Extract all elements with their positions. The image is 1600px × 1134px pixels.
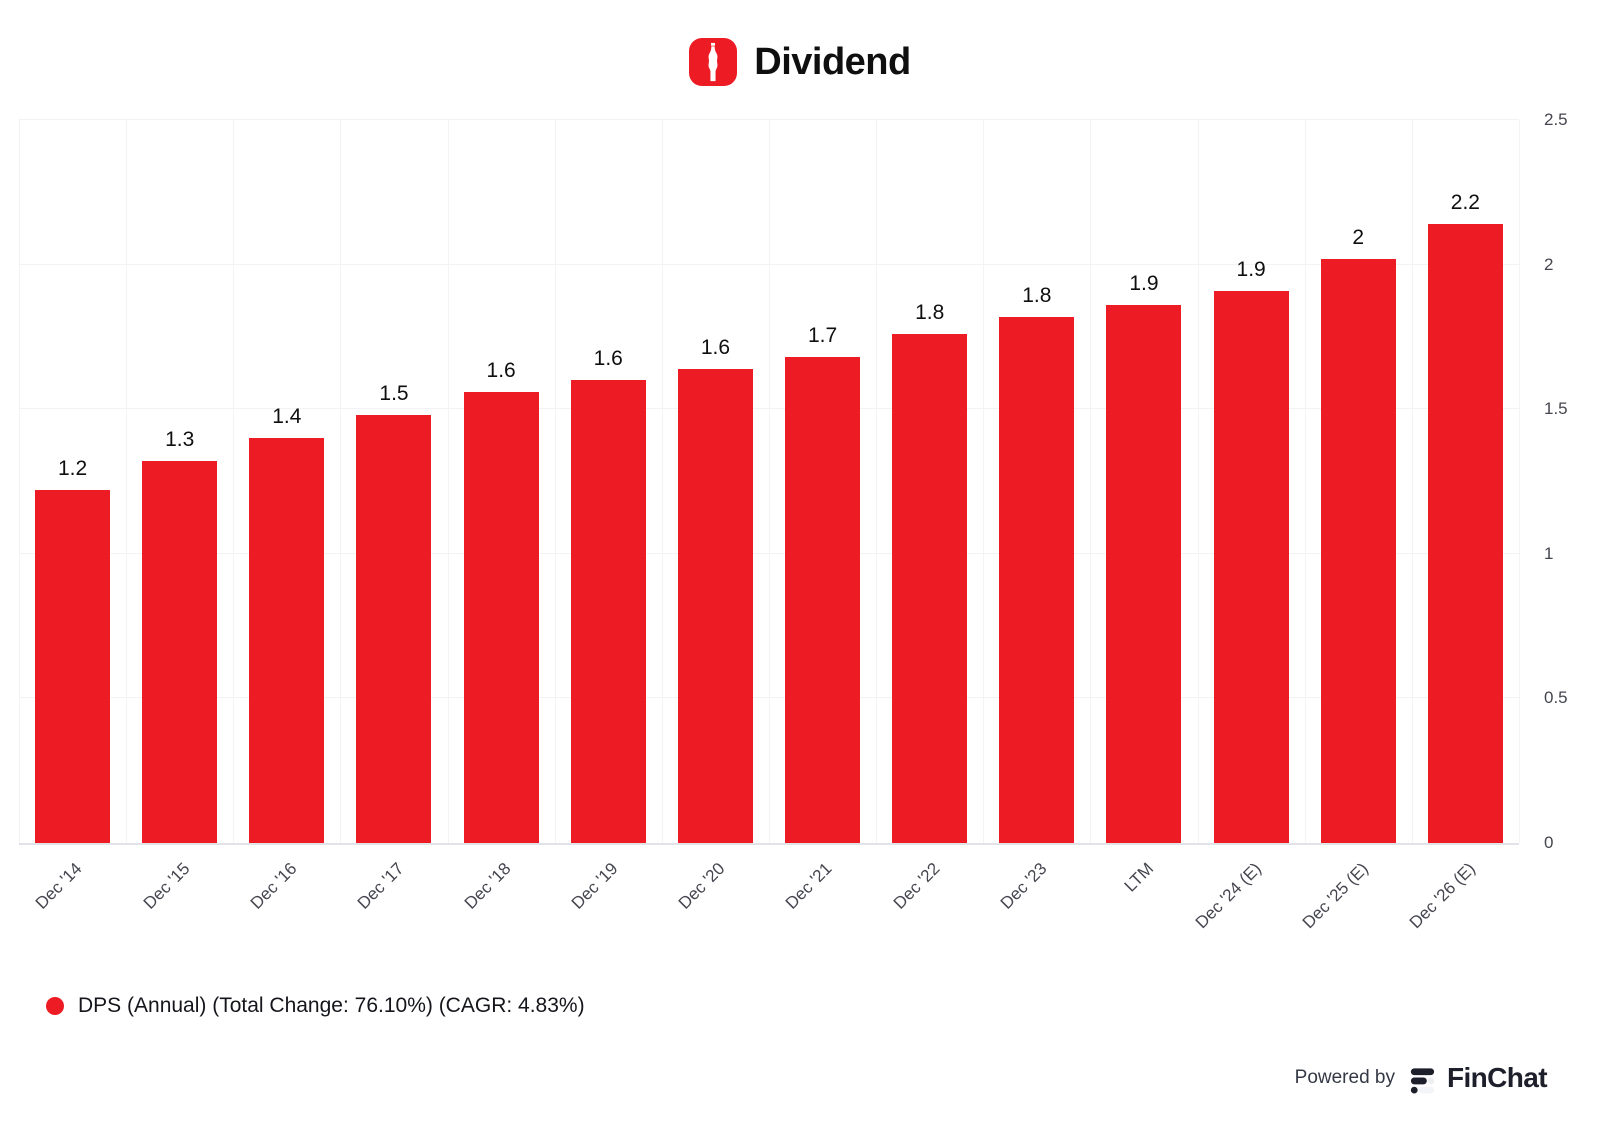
- gridline-x-10: [1090, 120, 1092, 843]
- bar-cell: 1.9 LTM: [1090, 120, 1197, 896]
- bar-cell: 1.7 Dec '21: [769, 120, 876, 913]
- bar-cell: 1.4 Dec '16: [233, 120, 340, 913]
- gridline-x-2: [233, 120, 235, 843]
- y-axis-tick-label: 2.5: [1544, 110, 1568, 129]
- gridline-x-4: [447, 120, 449, 843]
- x-axis-tick-label: Dec '23: [996, 859, 1051, 913]
- x-axis-tick-label: Dec '14: [32, 859, 87, 913]
- chart-header: Dividend: [0, 36, 1600, 88]
- legend-marker-dot: [46, 997, 64, 1015]
- x-axis-tick-label: Dec '17: [353, 859, 408, 913]
- gridline-x-6: [661, 120, 663, 843]
- coca-cola-logo: [689, 38, 738, 86]
- gridline-x-12: [1304, 120, 1306, 843]
- bar-dec-14[interactable]: [35, 490, 111, 843]
- gridline-x-7: [769, 120, 770, 843]
- bar-dec-17[interactable]: [356, 414, 432, 843]
- gridline-x-9: [983, 120, 985, 843]
- powered-by-text: Powered by: [1294, 1067, 1395, 1088]
- bar-value-label: 2: [1352, 225, 1365, 249]
- x-axis-tick-label: Dec '15: [139, 859, 194, 913]
- finchat-brand-name: FinChat: [1446, 1062, 1548, 1093]
- bar-value-label: 1.5: [379, 381, 409, 405]
- bar-cell: 1.8 Dec '22: [876, 120, 983, 913]
- finchat-logo-icon: [1410, 1067, 1435, 1094]
- bar-dec-19[interactable]: [570, 380, 646, 843]
- bar-dec-18[interactable]: [463, 391, 539, 843]
- bar-dec-21[interactable]: [785, 357, 861, 843]
- bar-value-label: 2.2: [1450, 191, 1480, 215]
- x-axis-tick-label: Dec '26 (E): [1405, 859, 1479, 933]
- page-title: Dividend: [754, 40, 911, 83]
- x-axis-tick-label: Dec '22: [889, 859, 944, 913]
- bar-chart-plot-area: 1.2 Dec '14 1.3 Dec '15 1.4 Dec '16 1.5 Dec '17…: [19, 119, 1520, 932]
- y-axis-tick-label: 0.5: [1544, 688, 1568, 708]
- bar-cell: 1.6 Dec '18: [448, 120, 555, 913]
- gridline-x-5: [554, 120, 556, 843]
- x-axis-tick-label: Dec '25 (E): [1298, 859, 1372, 933]
- x-axis-tick-label: Dec '20: [675, 859, 729, 913]
- bar-cell: 1.6 Dec '20: [662, 120, 769, 913]
- legend-label: DPS (Annual) (Total Change: 76.10%) (CAG…: [78, 994, 585, 1017]
- bar-value-label: 1.8: [1022, 283, 1052, 307]
- finchat-brand-link[interactable]: FinChat: [1407, 1062, 1548, 1094]
- bar-value-label: 1.9: [1129, 272, 1159, 296]
- bar-ltm[interactable]: [1106, 305, 1182, 843]
- x-axis-line: [19, 843, 1519, 845]
- gridline-x-13: [1411, 120, 1413, 843]
- gridline-x-1: [126, 120, 128, 843]
- gridline-x-11: [1197, 120, 1199, 843]
- powered-by-footer: Powered by FinChat: [1294, 1062, 1548, 1094]
- bar-value-label: 1.7: [807, 324, 838, 348]
- bar-dec-23[interactable]: [999, 316, 1075, 843]
- bar-cell: 2.2 Dec '26 (E): [1406, 120, 1519, 932]
- y-axis-labels: 0 0.5 1 1.5 2 2.5: [1544, 110, 1600, 852]
- bar-cell: 1.8 Dec '23: [983, 120, 1090, 913]
- bar-value-label: 1.3: [165, 428, 195, 452]
- bar-dec-20[interactable]: [677, 368, 753, 843]
- x-axis-tick-label: LTM: [1120, 859, 1158, 896]
- y-axis-tick-label: 0: [1544, 833, 1554, 852]
- x-axis-tick-label: Dec '21: [782, 859, 836, 913]
- bar-cell: 1.2 Dec '14: [19, 120, 126, 913]
- y-axis-tick-label: 1: [1544, 543, 1554, 563]
- bar-series: 1.2 Dec '14 1.3 Dec '15 1.4 Dec '16 1.5 Dec '17…: [19, 120, 1519, 932]
- gridline-x-8: [876, 120, 878, 843]
- legend-item-dps[interactable]: DPS (Annual) (Total Change: 76.10%) (CAG…: [46, 994, 585, 1018]
- bar-dec-24-e[interactable]: [1213, 290, 1289, 843]
- bar-value-label: 1.2: [57, 457, 88, 481]
- bar-value-label: 1.4: [272, 405, 302, 429]
- bar-cell: 2 Dec '25 (E): [1299, 120, 1412, 932]
- gridline-y-2.5: [19, 119, 1519, 120]
- bar-value-label: 1.9: [1236, 257, 1266, 281]
- bar-cell: 1.3 Dec '15: [126, 120, 233, 913]
- bar-dec-25-e[interactable]: [1320, 258, 1396, 843]
- coca-cola-bottle-icon: [708, 42, 718, 82]
- bar-value-label: 1.6: [700, 335, 731, 359]
- bar-dec-16[interactable]: [249, 438, 325, 843]
- bar-value-label: 1.6: [593, 347, 623, 371]
- x-axis-tick-label: Dec '18: [460, 859, 515, 913]
- x-axis-tick-label: Dec '19: [567, 859, 622, 913]
- bar-cell: 1.6 Dec '19: [555, 120, 662, 913]
- gridline-x-3: [340, 120, 342, 843]
- gridline-x-14: [1519, 120, 1520, 843]
- bar-dec-22[interactable]: [892, 334, 968, 843]
- bar-value-label: 1.8: [915, 301, 945, 325]
- x-axis-tick-label: Dec '16: [246, 859, 301, 913]
- gridline-x-0: [19, 120, 20, 843]
- x-axis-tick-label: Dec '24 (E): [1191, 859, 1265, 933]
- y-axis-tick-label: 2: [1544, 254, 1554, 274]
- bar-cell: 1.5 Dec '17: [340, 120, 447, 913]
- bar-dec-15[interactable]: [142, 461, 218, 843]
- y-axis-tick-label: 1.5: [1544, 399, 1568, 419]
- bar-cell: 1.9 Dec '24 (E): [1191, 120, 1305, 932]
- bar-value-label: 1.6: [486, 358, 516, 382]
- bar-dec-26-e[interactable]: [1427, 224, 1503, 843]
